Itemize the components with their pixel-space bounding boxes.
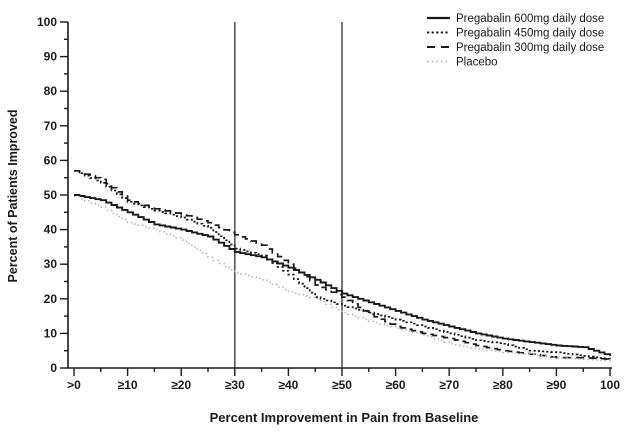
x-tick-label: ≥20 xyxy=(171,378,191,392)
legend-label-pregabalin-450mg: Pregabalin 450mg daily dose xyxy=(456,28,604,40)
legend-item-pregabalin-300mg: Pregabalin 300mg daily dose xyxy=(427,42,604,54)
series-line-pregabalin-600mg xyxy=(74,194,611,356)
x-tick-label: ≥10 xyxy=(118,378,138,392)
x-tick-label: ≥30 xyxy=(225,378,245,392)
y-tick-label: 10 xyxy=(44,326,58,340)
y-tick-label: 0 xyxy=(50,361,57,375)
axes-lines xyxy=(67,22,612,369)
axis-ticks: 0 10 20 30 40 50 60 70 80 90 100 >0 ≥10 ≥20 ≥30 ≥40 ≥50 ≥… xyxy=(37,15,620,392)
x-tick-label: ≥90 xyxy=(546,378,566,392)
reference-lines xyxy=(234,22,343,368)
y-axis-title: Percent of Patients Improved xyxy=(6,109,20,283)
legend-label-placebo: Placebo xyxy=(456,57,498,69)
y-tick-label: 30 xyxy=(44,257,58,271)
y-tick-label: 80 xyxy=(44,84,58,98)
y-tick-label: 90 xyxy=(44,50,58,64)
x-tick-label: ≥80 xyxy=(493,378,513,392)
x-tick-label: ≥60 xyxy=(386,378,406,392)
series-lines xyxy=(74,169,611,362)
x-tick-label: ≥70 xyxy=(439,378,459,392)
x-tick-label: >0 xyxy=(67,378,81,392)
x-tick-label: ≥50 xyxy=(332,378,352,392)
y-tick-label: 100 xyxy=(37,15,57,29)
legend-item-placebo: Placebo xyxy=(427,57,498,69)
legend-item-pregabalin-450mg: Pregabalin 450mg daily dose xyxy=(427,28,604,40)
legend-label-pregabalin-300mg: Pregabalin 300mg daily dose xyxy=(456,42,604,54)
y-tick-label: 70 xyxy=(44,119,58,133)
x-tick-label: 100 xyxy=(600,378,620,392)
y-tick-label: 20 xyxy=(44,292,58,306)
y-tick-label: 40 xyxy=(44,223,58,237)
legend: Pregabalin 600mg daily dose Pregabalin 45… xyxy=(427,13,604,69)
x-axis-title: Percent Improvement in Pain from Baselin… xyxy=(209,410,479,425)
series-line-pregabalin-300mg xyxy=(74,169,611,360)
x-tick-label: ≥40 xyxy=(278,378,298,392)
y-tick-label: 50 xyxy=(44,188,58,202)
legend-label-pregabalin-600mg: Pregabalin 600mg daily dose xyxy=(456,13,604,25)
y-tick-label: 60 xyxy=(44,153,58,167)
legend-item-pregabalin-600mg: Pregabalin 600mg daily dose xyxy=(427,13,604,25)
